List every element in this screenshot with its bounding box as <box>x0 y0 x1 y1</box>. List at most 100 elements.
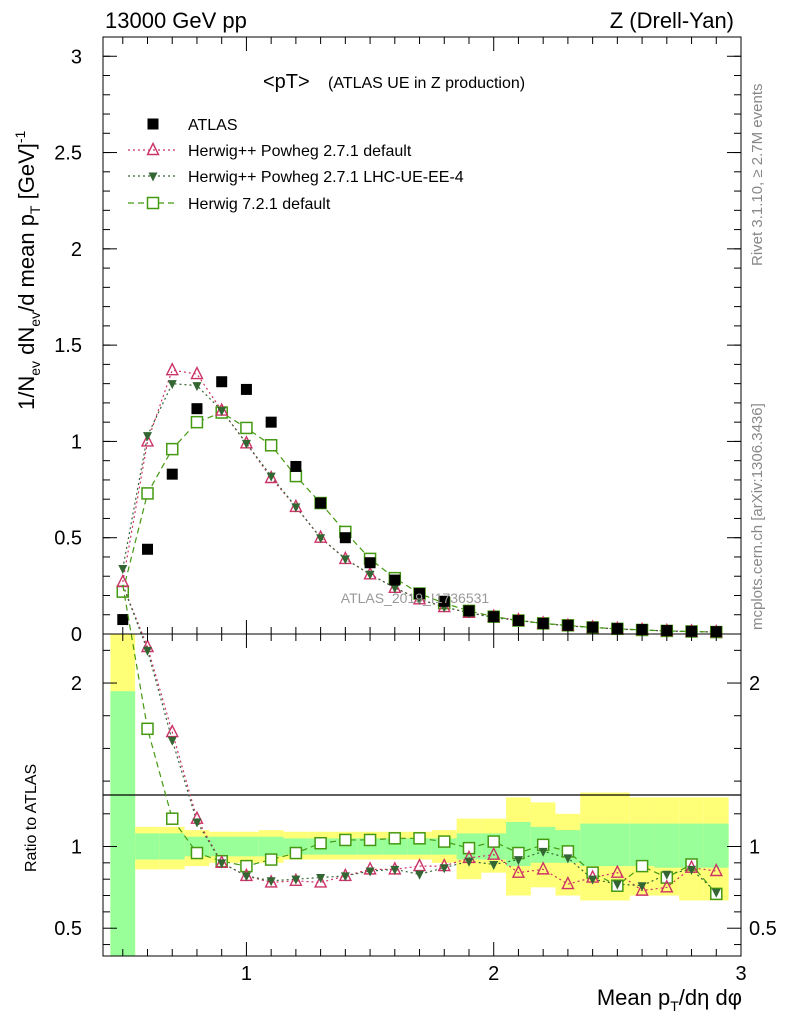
ratio-point <box>289 872 303 887</box>
y-tick-label-right: 1 <box>749 836 760 858</box>
ratio-point <box>536 861 550 875</box>
data-point <box>315 497 327 509</box>
data-point <box>289 469 303 483</box>
ratio-point <box>143 646 153 656</box>
ratio-point <box>340 872 350 882</box>
data-point <box>339 532 351 544</box>
legend-label: Herwig++ Powheg 2.7.1 LHC-UE-EE-4 <box>188 169 464 186</box>
ratio-band-inner <box>703 823 729 868</box>
data-point <box>488 611 500 623</box>
ratio-series-markers <box>140 639 723 901</box>
ratio-point <box>165 812 179 825</box>
ratio-frame <box>102 633 742 957</box>
legend: ATLAS Herwig++ Powheg 2.7.1 default Herwig… <box>128 117 464 213</box>
data-point <box>291 503 301 513</box>
ratio-band-inner <box>629 823 655 867</box>
ratio-band-inner <box>580 823 605 867</box>
ratio-band-inner <box>654 823 680 868</box>
ratio-y-ticks: 0.5 0.5 1 1 2 2 <box>54 649 777 946</box>
data-point <box>390 584 400 594</box>
ratio-point <box>413 832 426 845</box>
legend-label: Herwig++ Powheg 2.7.1 default <box>188 143 412 160</box>
data-point <box>143 432 153 442</box>
main-panel: ATLAS_2019_I1736531 0 0.5 1 1.5 2 2.5 3 <box>54 36 742 646</box>
data-point <box>165 442 179 456</box>
ratio-point <box>240 859 253 873</box>
data-point <box>240 383 252 395</box>
legend-label: Herwig 7.2.1 default <box>188 196 331 213</box>
data-point <box>240 421 253 435</box>
data-point <box>265 416 277 428</box>
y-tick-label: 2.5 <box>54 143 82 165</box>
data-point <box>191 403 203 415</box>
ratio-point <box>291 875 301 885</box>
ratio-point <box>438 835 451 848</box>
ratio-point <box>365 867 375 877</box>
data-point <box>340 555 350 565</box>
ratio-point <box>487 846 501 860</box>
data-point <box>414 588 426 600</box>
ratio-point <box>709 862 723 877</box>
ratio-point <box>511 864 526 878</box>
y-tick-label: 2 <box>71 239 82 261</box>
data-point <box>190 415 204 429</box>
ratio-point <box>289 846 303 860</box>
ratio-point <box>561 876 575 890</box>
ratio-point <box>487 835 500 848</box>
data-point <box>463 605 475 617</box>
data-point <box>216 376 228 388</box>
ratio-point <box>316 874 326 884</box>
ratio-point <box>264 874 278 888</box>
ratio-point <box>660 879 674 893</box>
ratio-point <box>388 832 402 845</box>
data-point <box>141 487 154 500</box>
ratio-point <box>635 859 649 873</box>
x-tick-label: 1 <box>241 963 252 985</box>
x-axis-label: Mean pT/dη dφ <box>597 985 742 1014</box>
y-tick-label: 0.5 <box>54 918 82 940</box>
ratio-y-axis-label: Ratio to ATLAS <box>23 764 40 872</box>
data-point <box>190 365 204 380</box>
ratio-point <box>217 859 227 869</box>
data-point <box>217 407 227 417</box>
ratio-band-inner <box>258 836 284 857</box>
ratio-point <box>266 877 276 887</box>
data-point <box>264 469 278 484</box>
ratio-point <box>489 860 499 870</box>
ratio-point <box>264 853 278 866</box>
legend-marker <box>146 141 160 156</box>
process-label: Z (Drell-Yan) <box>610 8 734 33</box>
ratio-point <box>339 833 352 847</box>
ratio-point <box>612 880 622 890</box>
data-point <box>365 570 375 580</box>
ratio-x-ticks: 1 2 3 <box>122 634 747 985</box>
ratio-point <box>313 874 328 888</box>
data-point <box>364 557 376 569</box>
legend-label: ATLAS <box>188 117 238 134</box>
ratio-point <box>635 882 649 896</box>
ratio-band-inner <box>135 833 160 860</box>
data-point <box>167 380 177 390</box>
ratio-point <box>390 865 400 875</box>
y-tick-label: 3 <box>71 46 82 68</box>
y-tick-label: 1 <box>71 836 82 858</box>
legend-marker <box>146 196 160 210</box>
chart-subtitle: (ATLAS UE in Z production) <box>328 75 525 92</box>
ratio-point <box>513 856 523 866</box>
x-tick-label: 2 <box>488 963 499 985</box>
ratio-point <box>314 836 327 850</box>
data-point <box>537 617 549 629</box>
ratio-point <box>637 882 647 892</box>
y-tick-label-right: 0.5 <box>749 918 777 940</box>
ratio-point <box>563 854 573 864</box>
data-point <box>192 382 202 392</box>
data-point <box>316 534 326 544</box>
data-point <box>140 433 155 447</box>
data-point <box>241 439 251 449</box>
x-tick-label: 3 <box>735 963 746 985</box>
chart-title: <pT> <box>263 71 310 93</box>
data-point <box>118 565 128 575</box>
ratio-point <box>538 847 548 857</box>
data-point <box>438 595 450 607</box>
